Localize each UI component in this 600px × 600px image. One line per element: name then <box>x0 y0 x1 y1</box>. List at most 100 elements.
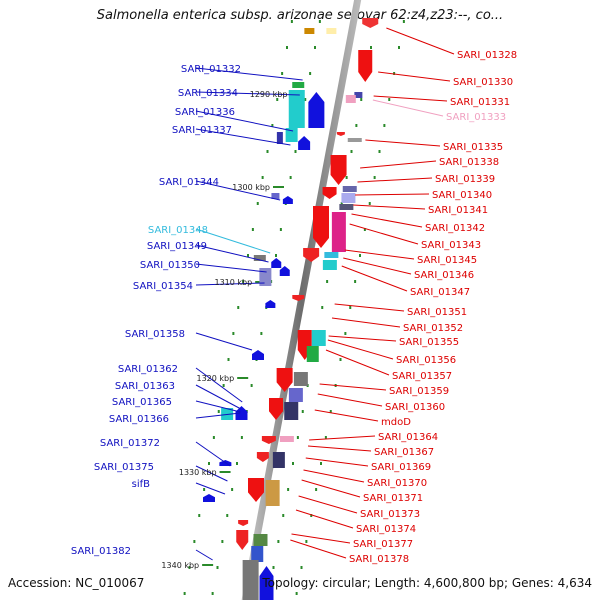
gene-block <box>253 534 268 546</box>
gene-label-sari_01340[interactable]: SARI_01340 <box>432 190 492 201</box>
reverse-gene <box>248 478 264 502</box>
gene-label-sari_01370[interactable]: SARI_01370 <box>367 478 427 489</box>
leader-line <box>309 435 376 441</box>
gene-label-sari_01357[interactable]: SARI_01357 <box>392 371 452 382</box>
gene-label-sari_01345[interactable]: SARI_01345 <box>417 255 477 266</box>
gene-label-sari_01334[interactable]: SARI_01334 <box>178 88 238 99</box>
leader-line <box>195 110 294 132</box>
gene-label-mdod[interactable]: mdoD <box>381 417 411 428</box>
gene-label-sari_01335[interactable]: SARI_01335 <box>443 142 503 153</box>
gene-label-sari_01363[interactable]: SARI_01363 <box>115 381 175 392</box>
gene-label-sifb[interactable]: sifB <box>132 479 151 490</box>
gene-label-sari_01338[interactable]: SARI_01338 <box>439 157 499 168</box>
gene-label-sari_01365[interactable]: SARI_01365 <box>112 397 172 408</box>
leader-line <box>373 95 448 102</box>
gene-label-sari_01337[interactable]: SARI_01337 <box>172 125 232 136</box>
gene-label-sari_01358[interactable]: SARI_01358 <box>125 329 185 340</box>
gene-label-sari_01332[interactable]: SARI_01332 <box>181 64 241 75</box>
gene-label-sari_01347[interactable]: SARI_01347 <box>410 287 470 298</box>
gene-label-sari_01343[interactable]: SARI_01343 <box>421 240 481 251</box>
gene-label-sari_01348[interactable]: SARI_01348 <box>148 225 208 236</box>
reverse-gene <box>303 248 320 262</box>
forward-gene <box>259 566 274 600</box>
gene-block <box>259 268 272 286</box>
gene-label-sari_01352[interactable]: SARI_01352 <box>403 323 463 334</box>
gene-label-sari_01373[interactable]: SARI_01373 <box>360 509 420 520</box>
gene-label-sari_01346[interactable]: SARI_01346 <box>414 270 474 281</box>
gene-label-sari_01331[interactable]: SARI_01331 <box>450 97 510 108</box>
gene-label-sari_01366[interactable]: SARI_01366 <box>109 414 169 425</box>
forward-gene <box>252 350 264 360</box>
reverse-gene <box>322 187 337 199</box>
gene-label-sari_01364[interactable]: SARI_01364 <box>378 432 438 443</box>
gene-block <box>251 546 264 562</box>
reverse-gene <box>261 436 276 444</box>
gene-label-sari_01367[interactable]: SARI_01367 <box>374 447 434 458</box>
gene-label-sari_01339[interactable]: SARI_01339 <box>435 174 495 185</box>
leader-line <box>386 27 455 55</box>
gene-label-sari_01377[interactable]: SARI_01377 <box>353 539 413 550</box>
leader-line <box>353 204 426 210</box>
forward-gene <box>265 300 276 308</box>
reverse-gene <box>292 295 305 301</box>
gene-label-sari_01360[interactable]: SARI_01360 <box>385 402 445 413</box>
leader-line <box>195 549 213 561</box>
gene-label-sari_01362[interactable]: SARI_01362 <box>118 364 178 375</box>
gene-label-sari_01378[interactable]: SARI_01378 <box>349 554 409 565</box>
gene-label-sari_01354[interactable]: SARI_01354 <box>133 281 193 292</box>
gene-label-sari_01344[interactable]: SARI_01344 <box>159 177 219 188</box>
gene-block <box>292 82 305 88</box>
gene-block <box>331 212 346 252</box>
leader-line <box>291 533 351 544</box>
leader-line <box>343 257 412 275</box>
leader-line <box>195 482 226 495</box>
reverse-gene <box>238 520 249 526</box>
gene-block <box>265 480 280 506</box>
leader-line <box>195 263 267 273</box>
gene-label-sari_01349[interactable]: SARI_01349 <box>147 241 207 252</box>
leader-line <box>195 400 241 413</box>
gene-label-sari_01328[interactable]: SARI_01328 <box>457 50 517 61</box>
leader-line <box>319 383 387 391</box>
leader-line <box>195 367 243 403</box>
gene-label-sari_01336[interactable]: SARI_01336 <box>175 107 235 118</box>
gene-block <box>304 28 315 34</box>
gene-block <box>306 346 319 362</box>
topology-text: Topology: circular; Length: 4,600,800 bp… <box>262 576 592 590</box>
gene-block <box>345 95 356 103</box>
gene-label-sari_01382[interactable]: SARI_01382 <box>71 546 131 557</box>
gene-label-sari_01359[interactable]: SARI_01359 <box>389 386 449 397</box>
kbp-marker: 1300 kbp <box>232 183 270 192</box>
reverse-gene <box>269 398 283 420</box>
gene-label-sari_01356[interactable]: SARI_01356 <box>396 355 456 366</box>
gene-label-sari_01330[interactable]: SARI_01330 <box>453 77 513 88</box>
reverse-gene <box>362 18 379 28</box>
gene-label-sari_01333[interactable]: SARI_01333 <box>446 112 506 123</box>
gene-label-sari_01372[interactable]: SARI_01372 <box>100 438 160 449</box>
gene-label-sari_01350[interactable]: SARI_01350 <box>140 260 200 271</box>
gene-label-sari_01375[interactable]: SARI_01375 <box>94 462 154 473</box>
gene-label-sari_01341[interactable]: SARI_01341 <box>428 205 488 216</box>
gene-block <box>279 436 294 442</box>
gene-label-sari_01371[interactable]: SARI_01371 <box>363 493 423 504</box>
gene-block <box>276 132 283 144</box>
gene-label-sari_01369[interactable]: SARI_01369 <box>371 462 431 473</box>
leader-line <box>314 409 379 422</box>
leader-line <box>334 303 405 312</box>
leader-line <box>349 223 419 245</box>
gene-block <box>288 388 303 402</box>
gene-label-sari_01351[interactable]: SARI_01351 <box>407 307 467 318</box>
reverse-gene <box>358 50 373 82</box>
leader-line <box>341 265 408 292</box>
leader-line <box>331 317 401 328</box>
leader-line <box>327 339 394 360</box>
kbp-marker: 1340 kbp <box>161 561 199 570</box>
genome-title: Salmonella enterica subsp. arizonae sero… <box>96 8 504 23</box>
leader-line <box>195 128 291 146</box>
leader-line <box>317 393 383 407</box>
leader-line <box>305 457 369 467</box>
gene-label-sari_01374[interactable]: SARI_01374 <box>356 524 416 535</box>
gene-label-sari_01342[interactable]: SARI_01342 <box>425 223 485 234</box>
gene-label-sari_01355[interactable]: SARI_01355 <box>399 337 459 348</box>
